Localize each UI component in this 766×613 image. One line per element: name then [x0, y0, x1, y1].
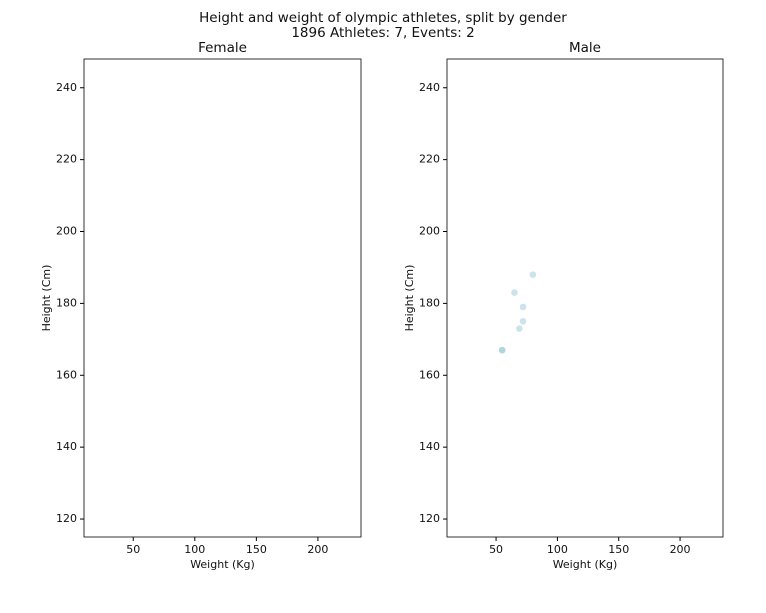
data-point: [516, 325, 523, 332]
y-tick-label: 160: [419, 368, 440, 381]
x-tick-label: 50: [489, 543, 503, 556]
data-point: [498, 346, 506, 354]
plot-frame: [83, 58, 362, 538]
y-tick-label: 180: [419, 296, 440, 309]
y-tick-label: 160: [56, 368, 77, 381]
data-point: [519, 303, 527, 311]
data-point: [511, 289, 518, 296]
y-tick-label: 220: [56, 153, 77, 166]
plot-frame: [446, 58, 724, 538]
x-tick-label: 200: [307, 543, 328, 556]
x-tick-label: 50: [126, 543, 140, 556]
data-point: [519, 318, 527, 325]
x-tick-label: 200: [670, 543, 691, 556]
y-tick-label: 180: [56, 296, 77, 309]
y-tick-label: 120: [419, 512, 440, 525]
x-tick-label: 150: [246, 543, 267, 556]
figure-subtitle: 1896 Athletes: 7, Events: 2: [291, 25, 474, 41]
y-tick-label: 220: [419, 153, 440, 166]
x-tick-label: 100: [184, 543, 205, 556]
data-point: [529, 271, 537, 278]
subplot-title: Male: [569, 40, 601, 56]
x-tick-label: 100: [547, 543, 568, 556]
y-tick-label: 240: [419, 81, 440, 94]
y-axis-label: Height (Cm): [403, 265, 416, 332]
y-axis-label: Height (Cm): [40, 265, 53, 332]
y-tick-label: 200: [56, 225, 77, 238]
subplot-title: Female: [198, 40, 247, 56]
figure-title: Height and weight of olympic athletes, s…: [199, 10, 567, 26]
x-axis-label: Weight (Kg): [190, 558, 255, 571]
y-tick-label: 140: [419, 440, 440, 453]
y-tick-label: 120: [56, 512, 77, 525]
y-tick-label: 200: [419, 225, 440, 238]
data-point: [498, 346, 506, 354]
x-tick-label: 150: [608, 543, 629, 556]
x-axis-label: Weight (Kg): [553, 558, 618, 571]
y-tick-label: 240: [56, 81, 77, 94]
y-tick-label: 140: [56, 440, 77, 453]
